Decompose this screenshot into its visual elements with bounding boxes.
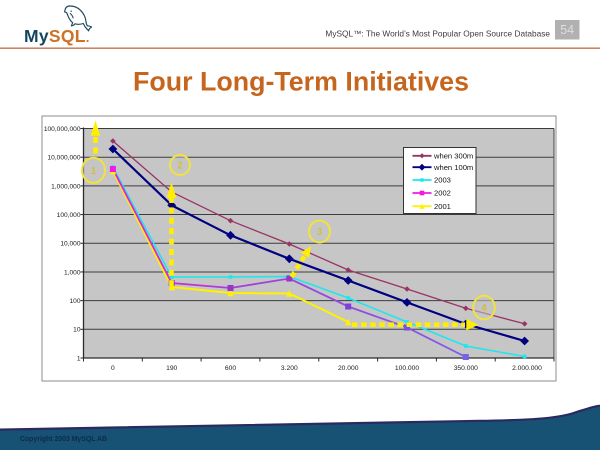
svg-text:MySQL.: MySQL. (24, 26, 90, 46)
svg-text:3.200: 3.200 (281, 365, 298, 372)
svg-text:190: 190 (166, 365, 177, 372)
svg-text:2001: 2001 (434, 202, 451, 211)
svg-text:2002: 2002 (434, 189, 451, 198)
svg-text:2003: 2003 (434, 176, 451, 185)
svg-text:100,000,000: 100,000,000 (44, 126, 81, 133)
svg-text:1,000,000: 1,000,000 (51, 183, 81, 190)
svg-text:10: 10 (73, 327, 81, 334)
svg-text:Copyright 2003 MySQL AB: Copyright 2003 MySQL AB (20, 436, 107, 443)
svg-text:2.000.000: 2.000.000 (512, 365, 542, 372)
svg-text:100: 100 (69, 298, 80, 305)
svg-text:10,000: 10,000 (60, 241, 81, 248)
svg-text:when 300m: when 300m (433, 151, 473, 160)
svg-text:when 100m: when 100m (433, 163, 473, 172)
svg-text:4: 4 (481, 303, 487, 314)
svg-text:100.000: 100.000 (395, 365, 419, 372)
svg-text:1: 1 (91, 166, 97, 177)
svg-text:350.000: 350.000 (454, 365, 478, 372)
svg-text:0: 0 (111, 365, 115, 372)
svg-text:20.000: 20.000 (338, 365, 359, 372)
svg-text:54: 54 (560, 23, 574, 37)
svg-text:MySQL™: The World’s Most Popul: MySQL™: The World’s Most Popular Open So… (325, 29, 550, 39)
svg-text:3: 3 (317, 227, 323, 238)
svg-text:1,000: 1,000 (64, 269, 81, 276)
svg-text:10,000,000: 10,000,000 (47, 155, 80, 162)
svg-text:Four Long-Term Initiatives: Four Long-Term Initiatives (133, 66, 469, 96)
svg-text:100,000: 100,000 (57, 212, 81, 219)
svg-text:1: 1 (77, 355, 81, 362)
svg-text:600: 600 (225, 365, 236, 372)
svg-text:2: 2 (177, 161, 183, 172)
